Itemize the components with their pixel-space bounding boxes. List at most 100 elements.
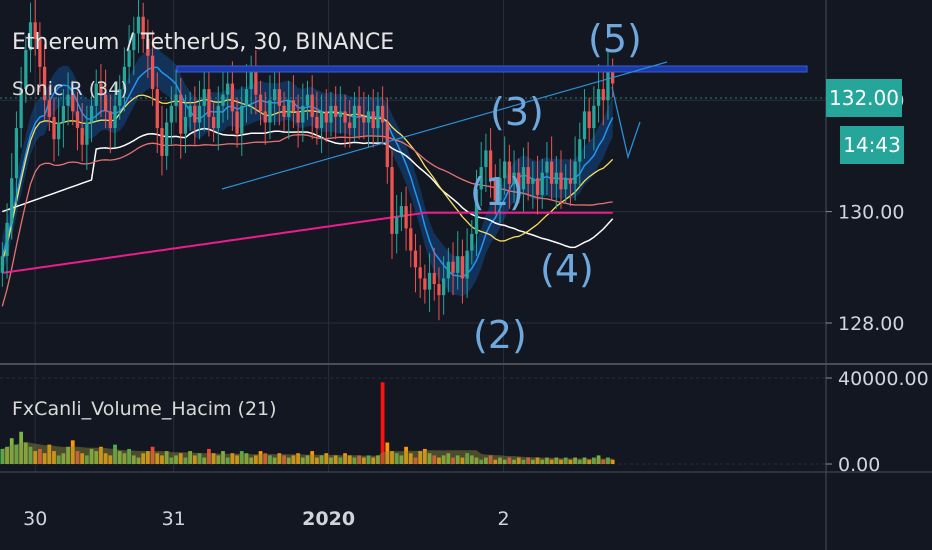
candle [432,247,436,301]
candle [296,94,300,148]
candle [113,83,117,148]
volume-bar [601,459,606,464]
volume-bar [56,455,61,464]
candle [413,233,418,293]
candle [592,86,596,151]
volume-bar [122,453,127,464]
volume-bar [455,455,460,464]
volume-bar [99,446,103,464]
indicator-label[interactable]: Sonic R (34) [12,78,128,100]
volume-indicator-label[interactable]: FxCanli_Volume_Hacim (21) [12,398,277,420]
volume-bar [498,457,502,464]
volume-bar [300,457,305,464]
volume-bar [451,457,455,464]
candle [141,2,145,53]
volume-bar [310,451,315,464]
candle [226,66,230,120]
candlesticks [0,0,615,321]
candle [338,86,343,134]
candle [601,72,605,126]
candle [343,94,347,148]
volume-bar [160,455,164,464]
volume-bar [493,459,498,464]
volume-bar [357,455,362,464]
volume-bar [80,453,85,464]
volume-bar [258,451,263,464]
candle [390,150,394,259]
volume-bar [84,455,89,464]
volume-bar [33,451,38,464]
candle [127,25,131,84]
candle [99,64,103,117]
volume-bar [502,459,507,464]
volume-bar [376,455,380,464]
volume-bar [427,453,432,464]
volume-bar [512,459,516,464]
candle [404,186,408,251]
volume-bar [563,457,568,464]
volume-bar [136,457,141,464]
candle [254,50,258,115]
candle [244,64,249,123]
volume-bar [413,457,418,464]
trendline [221,61,668,190]
volume-bar [52,451,56,464]
candle [75,91,80,151]
volume-bar [385,442,390,464]
chart-grid [0,0,826,472]
volume-bar [66,446,70,464]
volume-bar [347,455,352,464]
wave-label-4: (4) [540,247,594,291]
candle [136,0,141,53]
volume-bar [207,448,211,464]
candle [258,80,263,126]
candle [183,94,188,154]
candle [380,86,385,145]
projection-arrow [611,86,641,160]
volume-bar [221,451,225,464]
candle [211,103,216,143]
candle [207,66,211,137]
volume-bar [408,453,413,464]
volume-bar [390,451,394,464]
volume-bar [380,382,385,464]
candle [503,136,507,195]
candle [52,97,56,162]
volume-bar [0,448,5,464]
volume-tick-label: 0.00 [838,454,880,476]
volume-bar [155,453,160,464]
volume-bar [117,451,122,464]
candle [169,86,173,145]
candle [24,36,28,104]
candle [568,158,573,207]
candle [57,97,61,156]
volume-bar [239,451,244,464]
candle [315,91,319,145]
volume-bar [28,446,33,464]
candle [535,155,540,215]
volume-bar [286,457,291,464]
candle [488,128,493,198]
volume-bar [422,448,427,464]
volume-bar [169,457,174,464]
volume-bar [441,455,446,464]
volume-bar [371,457,376,464]
candle [263,91,267,145]
volume-bar [202,457,207,464]
candle [526,142,530,201]
volume-bar [9,438,14,464]
volume-bar [591,457,596,464]
candle [89,83,94,143]
candle [549,136,554,201]
volume-bar [291,455,296,464]
candle [155,72,159,154]
candle [287,80,291,140]
symbol-title[interactable]: Ethereum / TetherUS, 30, BINANCE [12,30,395,55]
candle [474,169,479,257]
time-axis: 30 31 2020 2 [23,508,509,530]
candle [366,94,371,148]
candle [122,47,127,112]
volume-bar [465,453,469,464]
volume-bar [19,431,24,464]
